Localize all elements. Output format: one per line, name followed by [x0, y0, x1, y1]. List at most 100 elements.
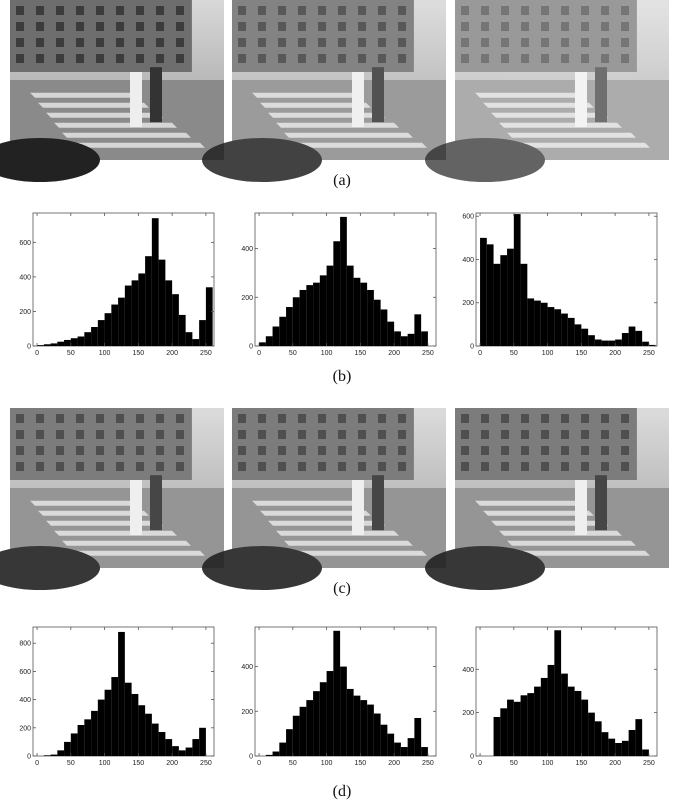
x-tick-label: 250 [643, 760, 655, 767]
photo-person [352, 72, 364, 127]
photo-window [378, 22, 386, 31]
photo-window [501, 6, 509, 15]
photo-crosswalk [252, 92, 357, 98]
photo-window [318, 414, 326, 423]
bar [421, 747, 428, 756]
bar [37, 345, 44, 346]
bar [319, 682, 327, 756]
x-tick-label: 100 [542, 760, 554, 767]
bar [205, 287, 213, 346]
bar [367, 289, 374, 346]
photo-window [561, 430, 569, 439]
bar [333, 630, 341, 756]
photo-window [298, 22, 306, 31]
photo-window [298, 414, 306, 423]
photo-window [278, 446, 286, 455]
x-tick-label: 150 [133, 350, 145, 357]
caption: (c) [333, 580, 351, 597]
photo-window [561, 38, 569, 47]
bar [326, 671, 334, 756]
bar [574, 690, 582, 756]
bar [158, 732, 166, 756]
photo-window [116, 38, 124, 47]
photo-window [176, 414, 184, 423]
photo-window [36, 6, 44, 15]
x-tick-label: 50 [289, 350, 297, 357]
x-tick-label: 100 [321, 350, 333, 357]
photo-window [156, 22, 164, 31]
photo-window [258, 54, 266, 63]
photo-window [76, 6, 84, 15]
photo-window [541, 462, 549, 471]
x-tick-label: 50 [510, 350, 518, 357]
bar [648, 344, 656, 346]
bar [414, 314, 422, 346]
photo-window [298, 462, 306, 471]
bar [50, 754, 58, 756]
photo-window [541, 54, 549, 63]
photo-window [298, 6, 306, 15]
photo-window [358, 38, 366, 47]
bar [360, 282, 368, 346]
x-tick-label: 250 [643, 350, 655, 357]
bar [43, 344, 51, 346]
photo-window [96, 54, 104, 63]
bar [192, 739, 200, 756]
x-tick-label: 200 [166, 350, 178, 357]
photo-crosswalk [507, 132, 636, 138]
bar [313, 282, 320, 346]
photo-window [156, 54, 164, 63]
photo-person [575, 480, 587, 535]
bar [513, 701, 521, 756]
photo-window [116, 414, 124, 423]
photo-window [398, 22, 406, 31]
photo-window [521, 54, 529, 63]
photo-window [481, 22, 489, 31]
y-tick-label: 400 [462, 667, 474, 674]
photo-window [521, 6, 529, 15]
bar [265, 336, 273, 346]
photo-window [238, 54, 246, 63]
bar [534, 686, 541, 756]
photo-window [156, 6, 164, 15]
x-tick-label: 0 [478, 760, 482, 767]
photo-window [481, 54, 489, 63]
bar [131, 280, 139, 346]
bar [292, 297, 300, 346]
photo-window [76, 414, 84, 423]
bar [561, 313, 568, 346]
photo-window [76, 430, 84, 439]
photo-window [56, 414, 64, 423]
photo-person [372, 67, 384, 123]
bar [534, 300, 541, 346]
photo-window [56, 54, 64, 63]
photo-window [136, 414, 144, 423]
bar [353, 277, 361, 346]
photo-window [338, 6, 346, 15]
photo-window [136, 22, 144, 31]
bar [373, 299, 381, 346]
photo-window [116, 462, 124, 471]
bar [292, 715, 300, 756]
photo-window [501, 414, 509, 423]
photo-window [581, 462, 589, 471]
photo-window [581, 54, 589, 63]
bar [387, 733, 395, 756]
x-tick-label: 100 [99, 350, 111, 357]
bar [547, 307, 555, 346]
photo-window [338, 414, 346, 423]
bar [43, 755, 51, 756]
photo-window [461, 430, 469, 439]
y-tick-label: 400 [19, 697, 31, 704]
photo-person [352, 480, 364, 535]
bar [540, 677, 548, 756]
photo-crosswalk [260, 102, 371, 108]
photo-window [521, 22, 529, 31]
photo-window [378, 462, 386, 471]
photo-window [461, 462, 469, 471]
x-tick-label: 250 [200, 760, 212, 767]
photo-window [76, 38, 84, 47]
bar [594, 339, 602, 346]
photo-window [541, 430, 549, 439]
